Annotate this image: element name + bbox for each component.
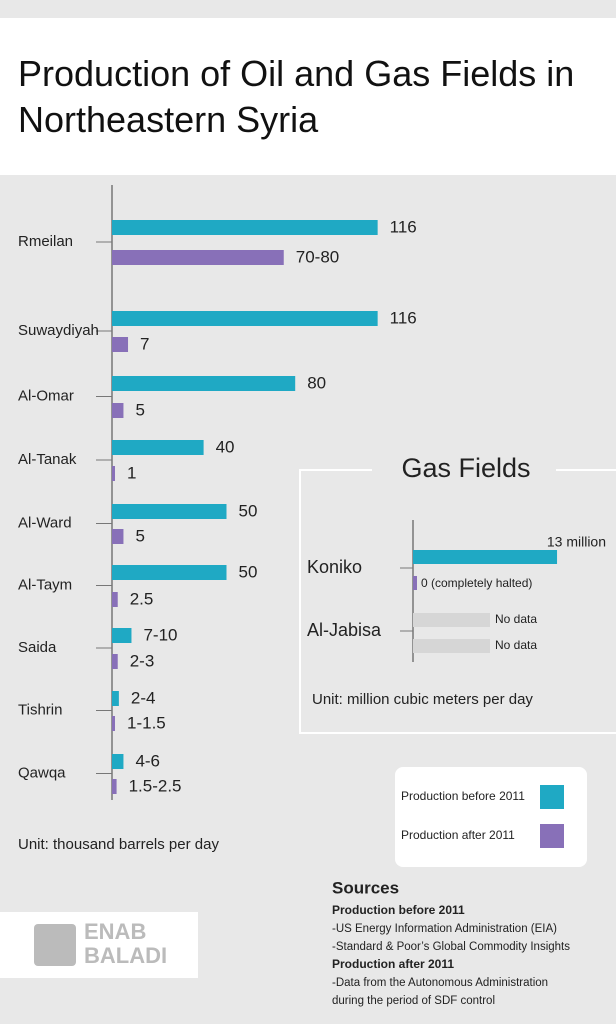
- bar: [112, 440, 204, 455]
- value-label: 7-10: [143, 625, 177, 644]
- value-label: 5: [135, 400, 144, 419]
- bar: [112, 376, 296, 391]
- bar: [112, 220, 378, 235]
- bar: [112, 754, 124, 769]
- value-label: No data: [495, 638, 537, 652]
- legend-swatch: [540, 824, 564, 848]
- value-label: 13 million: [547, 534, 606, 550]
- category-label: Saida: [18, 639, 57, 656]
- bar: [413, 550, 558, 564]
- value-label: 7: [140, 334, 149, 353]
- category-label: Al-Jabisa: [307, 620, 382, 640]
- category-label: Rmeilan: [18, 233, 73, 250]
- value-label: 1-1.5: [127, 713, 166, 732]
- bar: [112, 311, 378, 326]
- category-label: Koniko: [307, 557, 362, 577]
- no-data-bar: [413, 613, 490, 627]
- value-label: 2.5: [130, 589, 154, 608]
- value-label: 70-80: [296, 247, 339, 266]
- category-label: Suwaydiyah: [18, 322, 99, 339]
- bar: [112, 466, 115, 481]
- value-label: 40: [216, 437, 235, 456]
- bar: [112, 529, 124, 544]
- source-line: during the period of SDF control: [332, 995, 495, 1007]
- legend-label: Production after 2011: [401, 828, 515, 842]
- value-label: 5: [135, 526, 144, 545]
- bar: [112, 592, 118, 607]
- no-data-bar: [413, 639, 490, 653]
- category-label: Al-Tanak: [18, 451, 77, 468]
- value-label: 80: [307, 373, 326, 392]
- source-line: -Data from the Autonomous Administration: [332, 977, 548, 989]
- value-label: No data: [495, 612, 537, 626]
- bar: [112, 250, 284, 265]
- logo-icon: [34, 924, 76, 966]
- source-heading: Production after 2011: [332, 957, 454, 971]
- bar: [112, 337, 129, 352]
- bar: [112, 565, 227, 580]
- gas-title: Gas Fields: [401, 453, 530, 483]
- header: Production of Oil and Gas Fields in Nort…: [0, 18, 616, 175]
- source-line: -US Energy Information Administration (E…: [332, 923, 557, 935]
- value-label: 2-3: [130, 651, 155, 670]
- main-title: Production of Oil and Gas Fields in Nort…: [18, 53, 575, 140]
- value-label: 116: [390, 217, 417, 236]
- bar: [112, 654, 118, 669]
- value-label: 50: [239, 562, 258, 581]
- category-label: Qawqa: [18, 764, 66, 781]
- value-label: 50: [239, 501, 258, 520]
- bar: [112, 691, 119, 706]
- category-label: Al-Taym: [18, 576, 72, 593]
- value-label: 0 (completely halted): [421, 576, 532, 590]
- value-label: 1.5-2.5: [129, 776, 182, 795]
- bar: [413, 576, 417, 590]
- category-label: Al-Ward: [18, 514, 72, 531]
- legend-label: Production before 2011: [401, 789, 525, 803]
- source-line: -Standard & Poor’s Global Commodity Insi…: [332, 941, 570, 953]
- bar: [112, 716, 115, 731]
- value-label: 4-6: [135, 751, 160, 770]
- value-label: 116: [390, 308, 417, 327]
- category-label: Al-Omar: [18, 387, 74, 404]
- value-label: 1: [127, 463, 136, 482]
- bar: [112, 403, 124, 418]
- category-label: Tishrin: [18, 701, 62, 718]
- logo-text: ENAB: [84, 919, 146, 944]
- value-label: 2-4: [131, 688, 156, 707]
- bar: [112, 504, 227, 519]
- unit-note: Unit: million cubic meters per day: [312, 691, 533, 708]
- legend-box: [395, 767, 587, 867]
- logo-box: [0, 912, 198, 978]
- legend-swatch: [540, 785, 564, 809]
- unit-note: Unit: thousand barrels per day: [18, 836, 219, 853]
- bar: [112, 779, 117, 794]
- sources-title: Sources: [332, 878, 399, 897]
- source-heading: Production before 2011: [332, 903, 465, 917]
- gas-title-bg: [372, 455, 556, 485]
- bar: [112, 628, 132, 643]
- logo-text: BALADI: [84, 943, 167, 968]
